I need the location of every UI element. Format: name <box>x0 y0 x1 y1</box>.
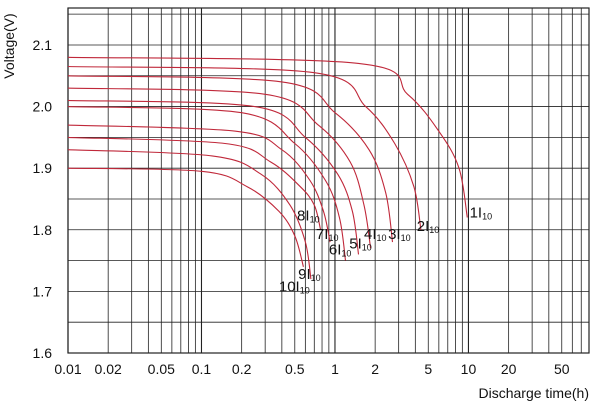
x-tick-label: 0.05 <box>148 361 175 377</box>
curve-label-6I10: 6I10 <box>329 241 352 258</box>
curve-label-2I10: 2I10 <box>417 218 440 235</box>
curve-label-main: 8I <box>297 208 310 225</box>
y-tick-label: 2.1 <box>33 37 53 53</box>
curve-8I10 <box>67 136 322 230</box>
x-tick-label: 2 <box>371 361 379 377</box>
y-tick-label: 1.7 <box>33 283 53 299</box>
x-tick-label: 0.1 <box>192 361 212 377</box>
x-tick-label: 5 <box>424 361 432 377</box>
curve-label-7I10: 7I10 <box>316 226 339 243</box>
curve-label-subscript: 10 <box>429 225 439 235</box>
curve-5I10 <box>67 99 360 255</box>
curve-label-subscript: 10 <box>300 285 310 295</box>
curve-1I10 <box>67 56 468 218</box>
curve-label-5I10: 5I10 <box>349 235 372 252</box>
curve-label-1I10: 1I10 <box>470 204 493 221</box>
curve-label-9I10: 9I10 <box>298 266 321 283</box>
x-tick-label: 0.01 <box>54 361 81 377</box>
curve-2I10 <box>67 65 422 230</box>
x-tick-label: 0.2 <box>232 361 252 377</box>
y-tick-label: 1.9 <box>33 160 53 176</box>
curve-3I10 <box>67 75 394 243</box>
curve-label-main: 4I <box>364 226 377 243</box>
x-tick-label: 50 <box>554 361 570 377</box>
x-tick-label: 1 <box>331 361 339 377</box>
curve-label-8I10: 8I10 <box>297 208 320 225</box>
x-tick-label: 10 <box>461 361 477 377</box>
curve-label-main: 3I <box>388 226 401 243</box>
curve-label-3I10: 3I10 <box>388 226 411 243</box>
curve-7I10 <box>67 124 331 243</box>
y-tick-label: 1.8 <box>33 222 53 238</box>
curve-label-4I10: 4I10 <box>364 226 387 243</box>
curve-label-main: 5I <box>349 235 362 252</box>
curve-label-main: 9I <box>298 266 311 283</box>
curve-label-subscript: 10 <box>328 233 338 243</box>
x-tick-label: 0.02 <box>95 361 122 377</box>
y-axis-title: Voltage(V) <box>1 13 17 78</box>
x-tick-label: 0.5 <box>285 361 305 377</box>
curve-label-subscript: 10 <box>362 242 372 252</box>
y-tick-label: 1.6 <box>33 345 53 361</box>
curve-10I10 <box>67 167 304 267</box>
curve-label-main: 7I <box>316 226 329 243</box>
curve-label-subscript: 10 <box>341 248 351 258</box>
curve-label-subscript: 10 <box>482 211 492 221</box>
y-tick-label: 2.0 <box>33 99 53 115</box>
grid <box>67 7 590 354</box>
plot-frame <box>67 7 590 354</box>
curve-label-main: 10I <box>279 278 300 295</box>
curve-label-subscript: 10 <box>311 273 321 283</box>
curve-label-subscript: 10 <box>377 233 387 243</box>
curve-9I10 <box>67 149 312 280</box>
axes: 0.01 0.02 0.05 0.1 0.2 0.5 1 2 5 10 20 50 1.6 1.7 1.8 1… <box>33 37 570 377</box>
curve-label-subscript: 10 <box>401 233 411 243</box>
curve-6I10 <box>67 106 347 261</box>
curve-4I10 <box>67 87 372 249</box>
curve-label-main: 6I <box>329 241 342 258</box>
curve-label-subscript: 10 <box>310 215 320 225</box>
curve-labels: 1I102I103I104I105I106I107I108I109I1010I1… <box>279 204 492 295</box>
curve-label-10I10: 10I10 <box>279 278 310 295</box>
curve-label-main: 1I <box>470 204 483 221</box>
x-axis-title: Discharge time(h) <box>479 385 589 401</box>
x-tick-label: 20 <box>501 361 517 377</box>
curve-label-main: 2I <box>417 218 430 235</box>
discharge-curves <box>67 56 468 280</box>
